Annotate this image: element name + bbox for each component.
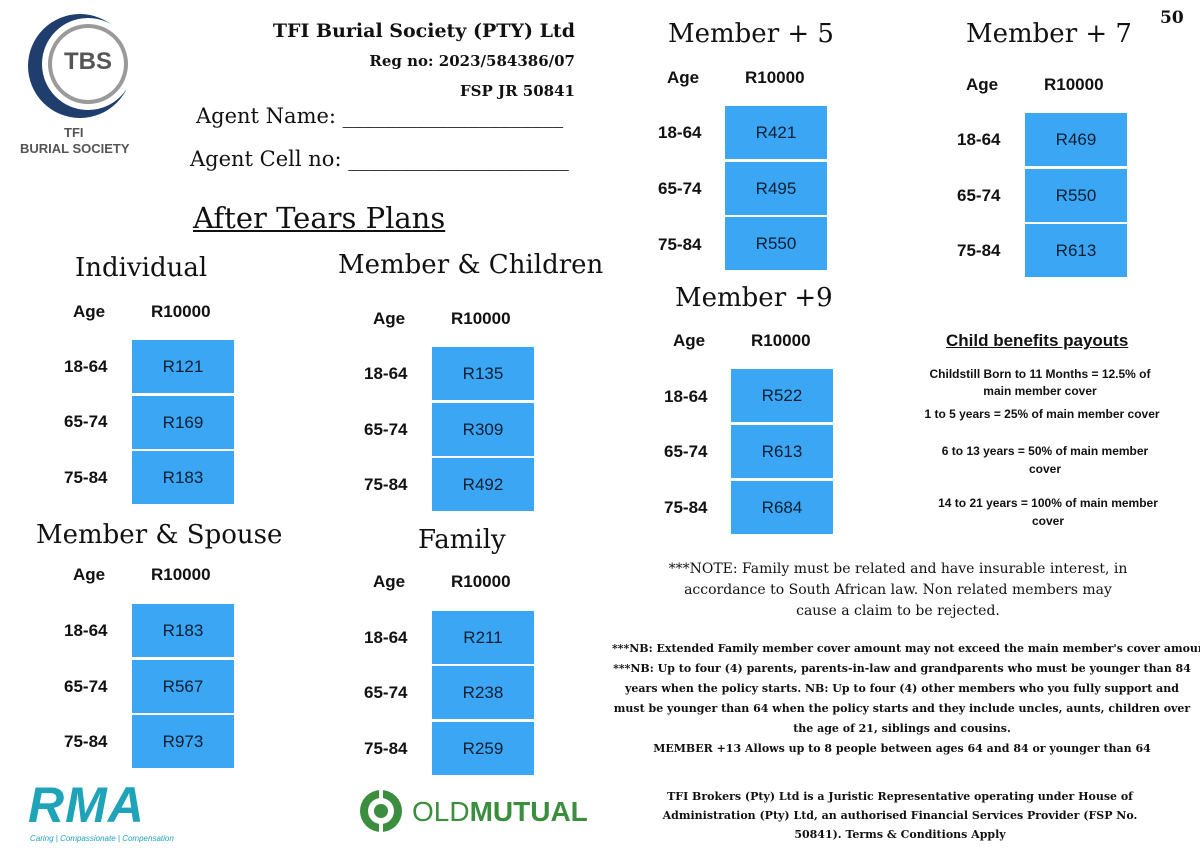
price-cell: R169: [132, 396, 234, 449]
age-label: 18-64: [658, 123, 702, 142]
plan-title-member-7: Member + 7: [966, 19, 1132, 49]
rma-wordmark: RMA: [28, 777, 145, 833]
logo-line1: TFI: [64, 125, 84, 140]
price-cell: R522: [731, 369, 833, 422]
agent-cell-field: Agent Cell no: _____________________: [190, 147, 569, 171]
price-cell: R135: [432, 347, 534, 400]
price-cell: R567: [132, 660, 234, 713]
footer-disclaimer: TFI Brokers (Pty) Ltd is a Juristic Repr…: [662, 790, 1138, 841]
age-label: 18-64: [364, 628, 408, 647]
nb-extended-family: ***NB: Extended Family member cover amou…: [612, 642, 1200, 655]
old-mutual-word-old: OLD: [412, 796, 470, 827]
amount-header: R10000: [151, 302, 211, 321]
child-benefit-item: 1 to 5 years = 25% of main member cover: [924, 407, 1160, 421]
age-label: 75-84: [64, 732, 108, 751]
price-cell: R613: [731, 425, 833, 478]
fsp-number: FSP JR 50841: [460, 82, 575, 100]
age-header: Age: [673, 331, 706, 350]
age-label: 75-84: [364, 475, 408, 494]
price-cell: R121: [132, 340, 234, 393]
old-mutual-icon: [360, 790, 402, 832]
age-label: 75-84: [64, 468, 108, 487]
amount-header: R10000: [451, 572, 511, 591]
company-name: TFI Burial Society (PTY) Ltd: [272, 20, 575, 42]
plan-title-individual: Individual: [75, 253, 208, 283]
price-cell: R973: [132, 715, 234, 768]
plan-title-member-9: Member +9: [675, 283, 833, 313]
price-cell: R259: [432, 722, 534, 775]
age-label: 65-74: [364, 420, 408, 439]
age-header: Age: [667, 68, 700, 87]
age-label: 75-84: [664, 498, 708, 517]
amount-header: R10000: [451, 309, 511, 328]
price-cell: R492: [432, 458, 534, 511]
price-cell: R183: [132, 451, 234, 504]
reg-number: Reg no: 2023/584386/07: [369, 52, 575, 70]
age-header: Age: [73, 565, 106, 584]
price-cell: R550: [1025, 169, 1127, 222]
price-cell: R495: [725, 162, 827, 215]
age-header: Age: [373, 572, 406, 591]
child-benefits-title: Child benefits payouts: [946, 331, 1129, 350]
age-label: 65-74: [658, 179, 702, 198]
age-label: 65-74: [957, 186, 1001, 205]
child-benefit-item: Childstill Born to 11 Months = 12.5% of …: [929, 367, 1151, 398]
age-label: 75-84: [364, 739, 408, 758]
plan-title-family: Family: [418, 525, 506, 555]
logo-initials: TBS: [64, 48, 112, 75]
age-label: 18-64: [64, 357, 108, 376]
old-mutual-wordmark: OLDMUTUAL: [412, 796, 588, 828]
tbs-logo: TBS TFI BURIAL SOCIETY: [18, 8, 148, 158]
age-label: 65-74: [64, 677, 108, 696]
amount-header: R10000: [751, 331, 811, 350]
price-cell: R684: [731, 481, 833, 534]
amount-header: R10000: [1044, 75, 1104, 94]
price-cell: R469: [1025, 113, 1127, 166]
age-header: Age: [966, 75, 999, 94]
tbs-logo-mark: [28, 14, 134, 118]
age-label: 75-84: [658, 235, 702, 254]
age-label: 18-64: [957, 130, 1001, 149]
nb-member-13: MEMBER +13 Allows up to 8 people between…: [653, 742, 1151, 755]
price-cell: R211: [432, 611, 534, 664]
age-label: 65-74: [364, 683, 408, 702]
price-cell: R238: [432, 666, 534, 719]
age-label: 75-84: [957, 241, 1001, 260]
family-note: ***NOTE: Family must be related and have…: [668, 561, 1128, 619]
logo-line2: BURIAL SOCIETY: [20, 141, 130, 156]
child-benefit-item: 14 to 21 years = 100% of main member cov…: [938, 496, 1158, 528]
age-label: 65-74: [64, 412, 108, 431]
rma-logo: RMA Caring | Compassionate | Compensatio…: [28, 777, 178, 844]
amount-header: R10000: [151, 565, 211, 584]
plan-title-member-children: Member & Children: [338, 250, 604, 280]
price-cell: R421: [725, 106, 827, 159]
amount-header: R10000: [745, 68, 805, 87]
old-mutual-logo: OLDMUTUAL: [358, 788, 588, 838]
nb-parents: ***NB: Up to four (4) parents, parents-i…: [613, 662, 1191, 735]
age-label: 18-64: [364, 364, 408, 383]
main-title: After Tears Plans: [193, 201, 446, 235]
plan-title-member-5: Member + 5: [668, 19, 834, 49]
age-header: Age: [373, 309, 406, 328]
plan-title-member-spouse: Member & Spouse: [36, 520, 283, 550]
agent-name-field: Agent Name: _____________________: [196, 104, 564, 128]
price-cell: R550: [725, 217, 827, 270]
age-label: 18-64: [664, 387, 708, 406]
price-cell: R309: [432, 403, 534, 456]
page-number: 50: [1160, 8, 1184, 28]
age-label: 65-74: [664, 442, 708, 461]
age-label: 18-64: [64, 621, 108, 640]
price-cell: R613: [1025, 224, 1127, 277]
old-mutual-word-mutual: MUTUAL: [469, 796, 588, 827]
price-cell: R183: [132, 604, 234, 657]
age-header: Age: [73, 302, 106, 321]
child-benefit-item: 6 to 13 years = 50% of main member cover: [941, 444, 1149, 476]
rma-tagline: Caring | Compassionate | Compensation: [30, 834, 174, 843]
